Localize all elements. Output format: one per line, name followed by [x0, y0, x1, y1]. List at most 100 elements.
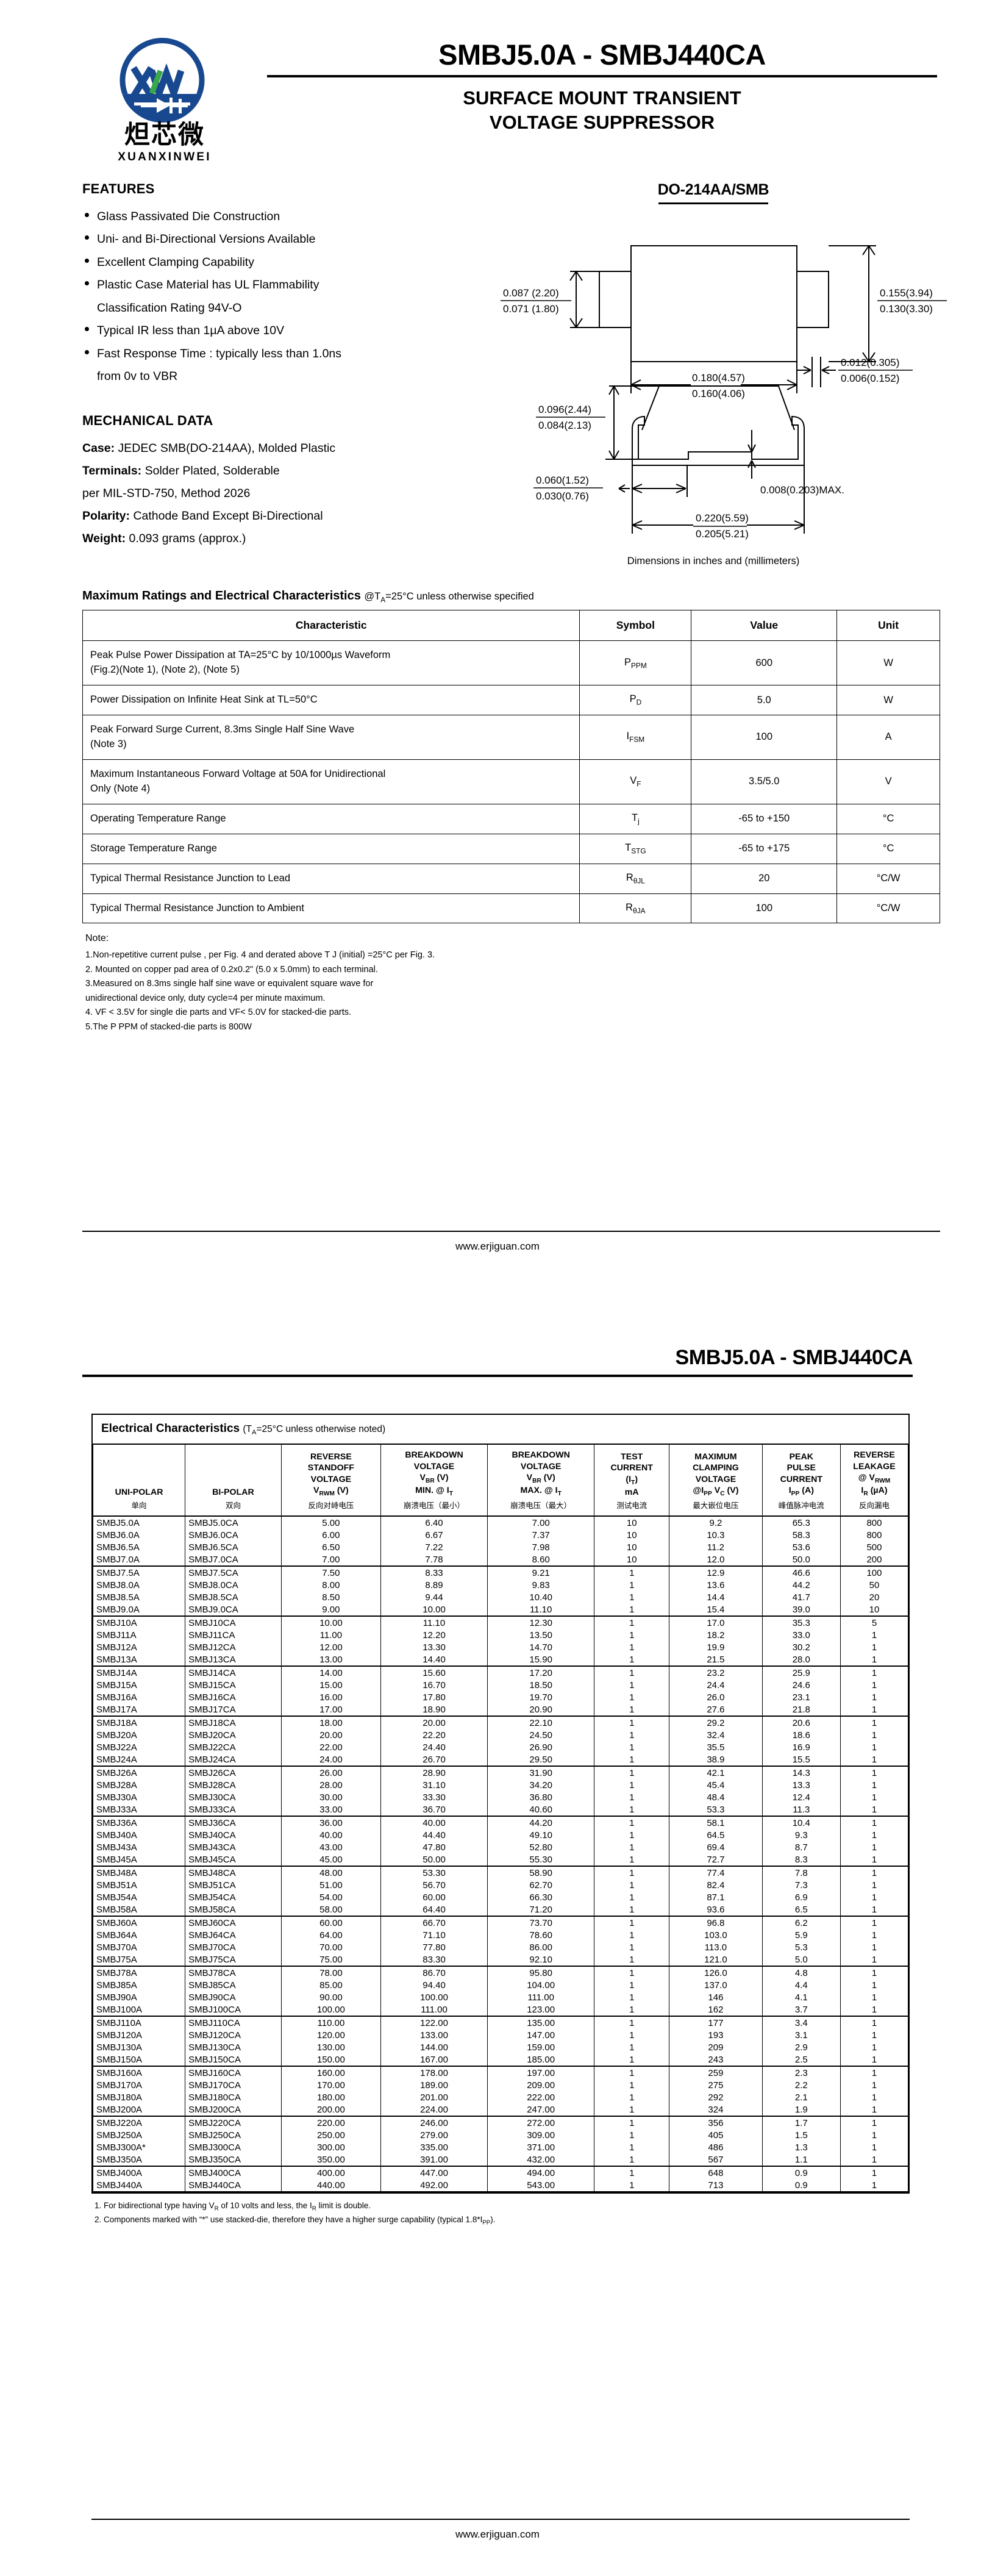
cell-value: 1 [840, 1653, 909, 1667]
features-heading: FEATURES [82, 181, 155, 196]
cell-value: 30.2 [761, 1641, 841, 1654]
cell-value: 22.00 [280, 1741, 381, 1754]
cell-value: 104.00 [487, 1979, 595, 1992]
notes-heading: Note: [85, 933, 109, 944]
table-row: SMBJ45A SMBJ45CA 45.00 50.00 55.30 1 72.7 8.3 1 [92, 1853, 909, 1867]
cell-value: 40.00 [280, 1829, 381, 1842]
cell-value: 122.00 [380, 2016, 488, 2030]
cell-uni-polar-part: SMBJ350A [92, 2153, 186, 2167]
cell-value: 77.4 [669, 1866, 763, 1880]
cell-value: 1 [840, 1741, 909, 1754]
cell-value: 11.2 [669, 1541, 763, 1554]
cell-value: 51.00 [280, 1879, 381, 1892]
cell-value: 14.4 [669, 1591, 763, 1604]
cell-value: 11.00 [280, 1629, 381, 1642]
cell-value: 95.80 [487, 1966, 595, 1980]
char-line-1: Peak Pulse Power Dissipation at TA=25°C … [90, 649, 391, 661]
cell-value: 1 [840, 2053, 909, 2067]
cell-uni-polar-part: SMBJ7.5A [92, 1566, 186, 1580]
cell-value: 10 [594, 1516, 670, 1530]
cell-value: 400.00 [280, 2166, 381, 2180]
ec-table-body: SMBJ5.0A SMBJ5.0CA 5.00 6.40 7.00 10 9.2 65.3 80… [92, 1516, 909, 2193]
ec-caption: Electrical Characteristics (TA=25°C unle… [93, 1415, 908, 1445]
cell-uni-polar-part: SMBJ40A [92, 1829, 186, 1842]
cell-value: 22.10 [487, 1716, 595, 1730]
cell-uni-polar-part: SMBJ54A [92, 1891, 186, 1904]
cell-value: 19.70 [487, 1691, 595, 1704]
ec-col-unit: VRWM (V) [313, 1486, 349, 1497]
cell-uni-polar-part: SMBJ24A [92, 1753, 186, 1767]
ec-col-bi-polar: BI-POLAR 双向 [185, 1445, 282, 1517]
cell-value: 201.00 [380, 2091, 488, 2104]
cell-value: 10 [594, 1553, 670, 1567]
dim-lead-thk-min: 0.006(0.152) [841, 373, 899, 384]
cell-value: 1 [840, 2003, 909, 2017]
cell-value: 55.30 [487, 1853, 595, 1867]
cell-value: 1 [594, 2091, 670, 2104]
cell-value: 33.00 [280, 1803, 381, 1817]
bullet-icon [85, 327, 89, 332]
cell-uni-polar-part: SMBJ15A [92, 1679, 186, 1692]
cell-bi-polar-part: SMBJ43CA [185, 1841, 282, 1854]
cell-unit: A [836, 715, 940, 760]
cell-bi-polar-part: SMBJ440CA [185, 2179, 282, 2193]
footer-url[interactable]: www.erjiguan.com [455, 1240, 540, 1252]
cell-uni-polar-part: SMBJ180A [92, 2091, 186, 2104]
cell-bi-polar-part: SMBJ58CA [185, 1903, 282, 1917]
cell-value: 24.4 [669, 1679, 763, 1692]
cell-value: 12.30 [487, 1616, 595, 1630]
cell-bi-polar-part: SMBJ45CA [185, 1853, 282, 1867]
cell-uni-polar-part: SMBJ75A [92, 1953, 186, 1967]
cell-symbol: IFSM [579, 715, 692, 760]
title-block: SMBJ5.0A - SMBJ440CA SURFACE MOUNT TRANS… [256, 24, 937, 134]
cell-uni-polar-part: SMBJ120A [92, 2029, 186, 2042]
cell-value: 16.9 [761, 1741, 841, 1754]
note-item: 5.The P PPM of stacked-die parts is 800W [85, 1021, 252, 1032]
cell-uni-polar-part: SMBJ78A [92, 1966, 186, 1980]
cell-bi-polar-part: SMBJ7.5CA [185, 1566, 282, 1580]
table-row: Typical Thermal Resistance Junction to A… [82, 893, 940, 924]
cell-value: 432.00 [487, 2153, 595, 2167]
cell-value: 146 [669, 1991, 763, 2004]
cell-value: 35.3 [761, 1616, 841, 1630]
ec-col-uni-polar: UNI-POLAR 单向 [92, 1445, 186, 1517]
table-row: Storage Temperature Range TSTG -65 to +1… [82, 833, 940, 864]
cell-value: 1.1 [761, 2153, 841, 2167]
cell-value: 1 [594, 2166, 670, 2180]
cell-bi-polar-part: SMBJ250CA [185, 2129, 282, 2142]
cell-value: 1 [840, 1966, 909, 1980]
cell-value: 150.00 [280, 2053, 381, 2067]
cell-value: 247.00 [487, 2103, 595, 2117]
cell-bi-polar-part: SMBJ400CA [185, 2166, 282, 2180]
feature-text: Plastic Case Material has UL Flammabilit… [97, 278, 319, 292]
cell-uni-polar-part: SMBJ200A [92, 2103, 186, 2117]
table-row: SMBJ8.5A SMBJ8.5CA 8.50 9.44 10.40 1 14.4 41.7 2… [92, 1591, 909, 1604]
cell-value: 17.20 [487, 1666, 595, 1680]
cell-value: 9.2 [669, 1516, 763, 1530]
feature-text: Excellent Clamping Capability [97, 255, 254, 269]
footer-url[interactable]: www.erjiguan.com [455, 2528, 540, 2540]
cell-uni-polar-part: SMBJ14A [92, 1666, 186, 1680]
cell-value: 1 [594, 2041, 670, 2054]
cell-uni-polar-part: SMBJ9.0A [92, 1603, 186, 1617]
cell-uni-polar-part: SMBJ8.0A [92, 1579, 186, 1592]
cell-bi-polar-part: SMBJ78CA [185, 1966, 282, 1980]
page-title: SMBJ5.0A - SMBJ440CA [438, 38, 766, 71]
cell-value: 1 [840, 1679, 909, 1692]
cell-value: 1 [840, 1841, 909, 1854]
cell-uni-polar-part: SMBJ160A [92, 2066, 186, 2080]
cell-value: 16.00 [280, 1691, 381, 1704]
cell-uni-polar-part: SMBJ130A [92, 2041, 186, 2054]
table-row: SMBJ5.0A SMBJ5.0CA 5.00 6.40 7.00 10 9.2 65.3 80… [92, 1516, 909, 1530]
mech-row-case: Case: JEDEC SMB(DO-214AA), Molded Plasti… [82, 437, 460, 460]
cell-value: 160.00 [280, 2066, 381, 2080]
cell-value: 24.00 [280, 1753, 381, 1767]
cell-value: 44.2 [761, 1579, 841, 1592]
cell-value: 13.00 [280, 1653, 381, 1667]
cell-value: 17.00 [280, 1703, 381, 1717]
cell-bi-polar-part: SMBJ8.0CA [185, 1579, 282, 1592]
cell-bi-polar-part: SMBJ130CA [185, 2041, 282, 2054]
feature-text: from 0v to VBR [97, 370, 178, 384]
cell-value: 1 [594, 1653, 670, 1667]
cell-value: 78.00 [280, 1966, 381, 1980]
